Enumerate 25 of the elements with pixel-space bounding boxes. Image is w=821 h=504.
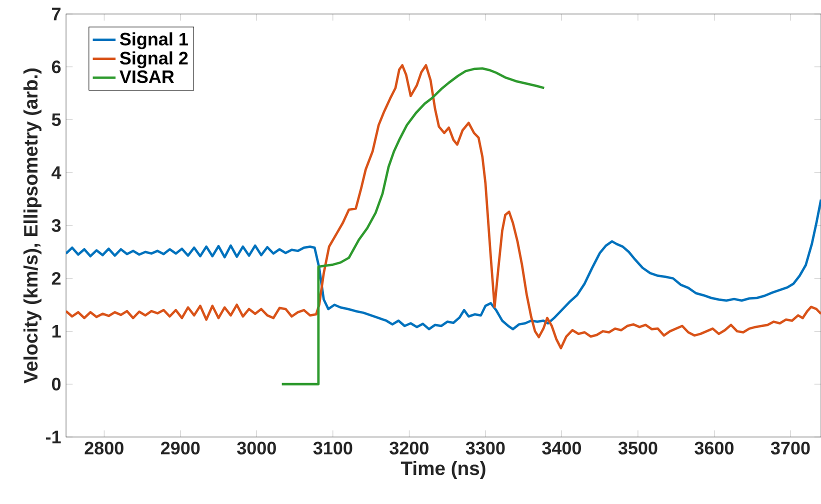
legend-label: Signal 2 <box>120 51 188 68</box>
x-tick-label: 3100 <box>313 442 352 454</box>
line-series <box>280 67 546 386</box>
y-tick-label: 1 <box>52 325 61 338</box>
y-tick-label: 3 <box>52 219 61 232</box>
y-tick-label: 5 <box>52 113 61 126</box>
y-tick-label: 6 <box>52 60 61 74</box>
x-tick-label: 3500 <box>618 442 658 454</box>
legend-label: Signal 1 <box>120 32 188 50</box>
y-tick-label: -1 <box>46 430 61 444</box>
y-tick-label: 0 <box>52 378 61 390</box>
legend-label: VISAR <box>120 70 174 84</box>
y-tick-label: 4 <box>52 166 62 179</box>
y-axis-title: Velocity (km/s), Ellipsometry (arb.) <box>23 68 42 384</box>
x-tick-label: 3400 <box>542 442 581 454</box>
x-axis-title: Time (ns) <box>400 460 486 479</box>
x-tick-label: 2800 <box>84 442 124 454</box>
y-tick-label: 7 <box>52 8 61 20</box>
x-tick-label: 3300 <box>466 442 505 454</box>
x-tick-label: 3700 <box>770 442 810 454</box>
x-tick-label: 3600 <box>694 442 734 454</box>
x-tick-label: 2900 <box>161 442 200 454</box>
x-tick-label: 3200 <box>390 442 428 454</box>
y-tick-label: 2 <box>52 272 61 285</box>
x-tick-label: 3000 <box>237 442 276 454</box>
